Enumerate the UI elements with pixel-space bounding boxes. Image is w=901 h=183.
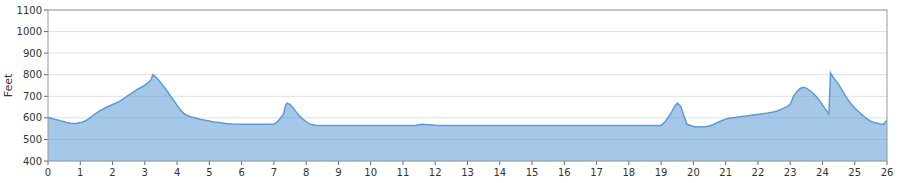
y-axis-label: Feet xyxy=(2,73,15,97)
y-tick xyxy=(44,96,48,97)
x-tick-label: 13 xyxy=(461,167,474,178)
x-tick-label: 14 xyxy=(493,167,506,178)
x-tick xyxy=(790,161,791,165)
x-tick xyxy=(273,161,274,165)
x-tick xyxy=(564,161,565,165)
x-tick-label: 16 xyxy=(558,167,571,178)
x-tick-label: 11 xyxy=(397,167,410,178)
x-tick-label: 5 xyxy=(206,167,212,178)
grid-line xyxy=(48,74,887,75)
x-tick xyxy=(370,161,371,165)
y-tick xyxy=(44,117,48,118)
x-tick xyxy=(80,161,81,165)
y-tick xyxy=(44,161,48,162)
y-tick-label: 1100 xyxy=(17,5,42,16)
x-tick-label: 12 xyxy=(429,167,442,178)
x-tick xyxy=(467,161,468,165)
x-tick xyxy=(338,161,339,165)
x-tick-label: 23 xyxy=(784,167,797,178)
x-tick-label: 15 xyxy=(526,167,539,178)
x-tick xyxy=(628,161,629,165)
x-tick xyxy=(306,161,307,165)
elevation-line xyxy=(48,73,887,127)
x-tick-label: 1 xyxy=(77,167,83,178)
y-tick xyxy=(44,53,48,54)
x-tick-label: 2 xyxy=(109,167,115,178)
x-tick xyxy=(661,161,662,165)
x-tick-label: 4 xyxy=(174,167,180,178)
y-tick xyxy=(44,10,48,11)
x-tick-label: 17 xyxy=(590,167,603,178)
x-tick-label: 22 xyxy=(752,167,765,178)
x-tick-label: 21 xyxy=(719,167,732,178)
plot-background xyxy=(48,10,887,161)
x-tick xyxy=(725,161,726,165)
y-tick-label: 500 xyxy=(23,134,42,145)
x-tick-label: 7 xyxy=(271,167,277,178)
plot-frame xyxy=(48,10,887,161)
x-tick-label: 20 xyxy=(687,167,700,178)
x-tick-label: 6 xyxy=(238,167,244,178)
x-tick xyxy=(822,161,823,165)
x-tick xyxy=(887,161,888,165)
x-tick-label: 10 xyxy=(364,167,377,178)
x-tick-label: 24 xyxy=(816,167,829,178)
x-tick-label: 18 xyxy=(622,167,635,178)
y-tick-label: 900 xyxy=(23,48,42,59)
x-tick xyxy=(209,161,210,165)
x-tick xyxy=(48,161,49,165)
x-tick-label: 9 xyxy=(335,167,341,178)
x-tick xyxy=(241,161,242,165)
y-tick-label: 400 xyxy=(23,156,42,167)
x-tick xyxy=(435,161,436,165)
y-tick xyxy=(44,74,48,75)
x-tick xyxy=(112,161,113,165)
x-tick-label: 0 xyxy=(45,167,51,178)
grid-line xyxy=(48,31,887,32)
x-tick-label: 3 xyxy=(142,167,148,178)
x-tick-label: 19 xyxy=(655,167,668,178)
x-tick-label: 26 xyxy=(881,167,894,178)
x-tick xyxy=(854,161,855,165)
x-tick-label: 25 xyxy=(848,167,861,178)
y-tick-label: 1000 xyxy=(17,26,42,37)
x-tick-label: 8 xyxy=(303,167,309,178)
grid-line xyxy=(48,96,887,97)
x-tick xyxy=(596,161,597,165)
x-tick xyxy=(499,161,500,165)
plot-area xyxy=(48,73,887,161)
grid-line xyxy=(48,53,887,54)
x-tick xyxy=(693,161,694,165)
x-tick xyxy=(144,161,145,165)
x-tick xyxy=(177,161,178,165)
y-tick xyxy=(44,139,48,140)
y-tick xyxy=(44,31,48,32)
y-tick-label: 600 xyxy=(23,112,42,123)
x-tick xyxy=(402,161,403,165)
x-tick xyxy=(532,161,533,165)
y-tick-label: 800 xyxy=(23,69,42,80)
elevation-area xyxy=(48,73,887,161)
x-tick xyxy=(757,161,758,165)
chart: 4005006007008009001000110001234567891011… xyxy=(0,0,901,183)
y-tick-label: 700 xyxy=(23,91,42,102)
